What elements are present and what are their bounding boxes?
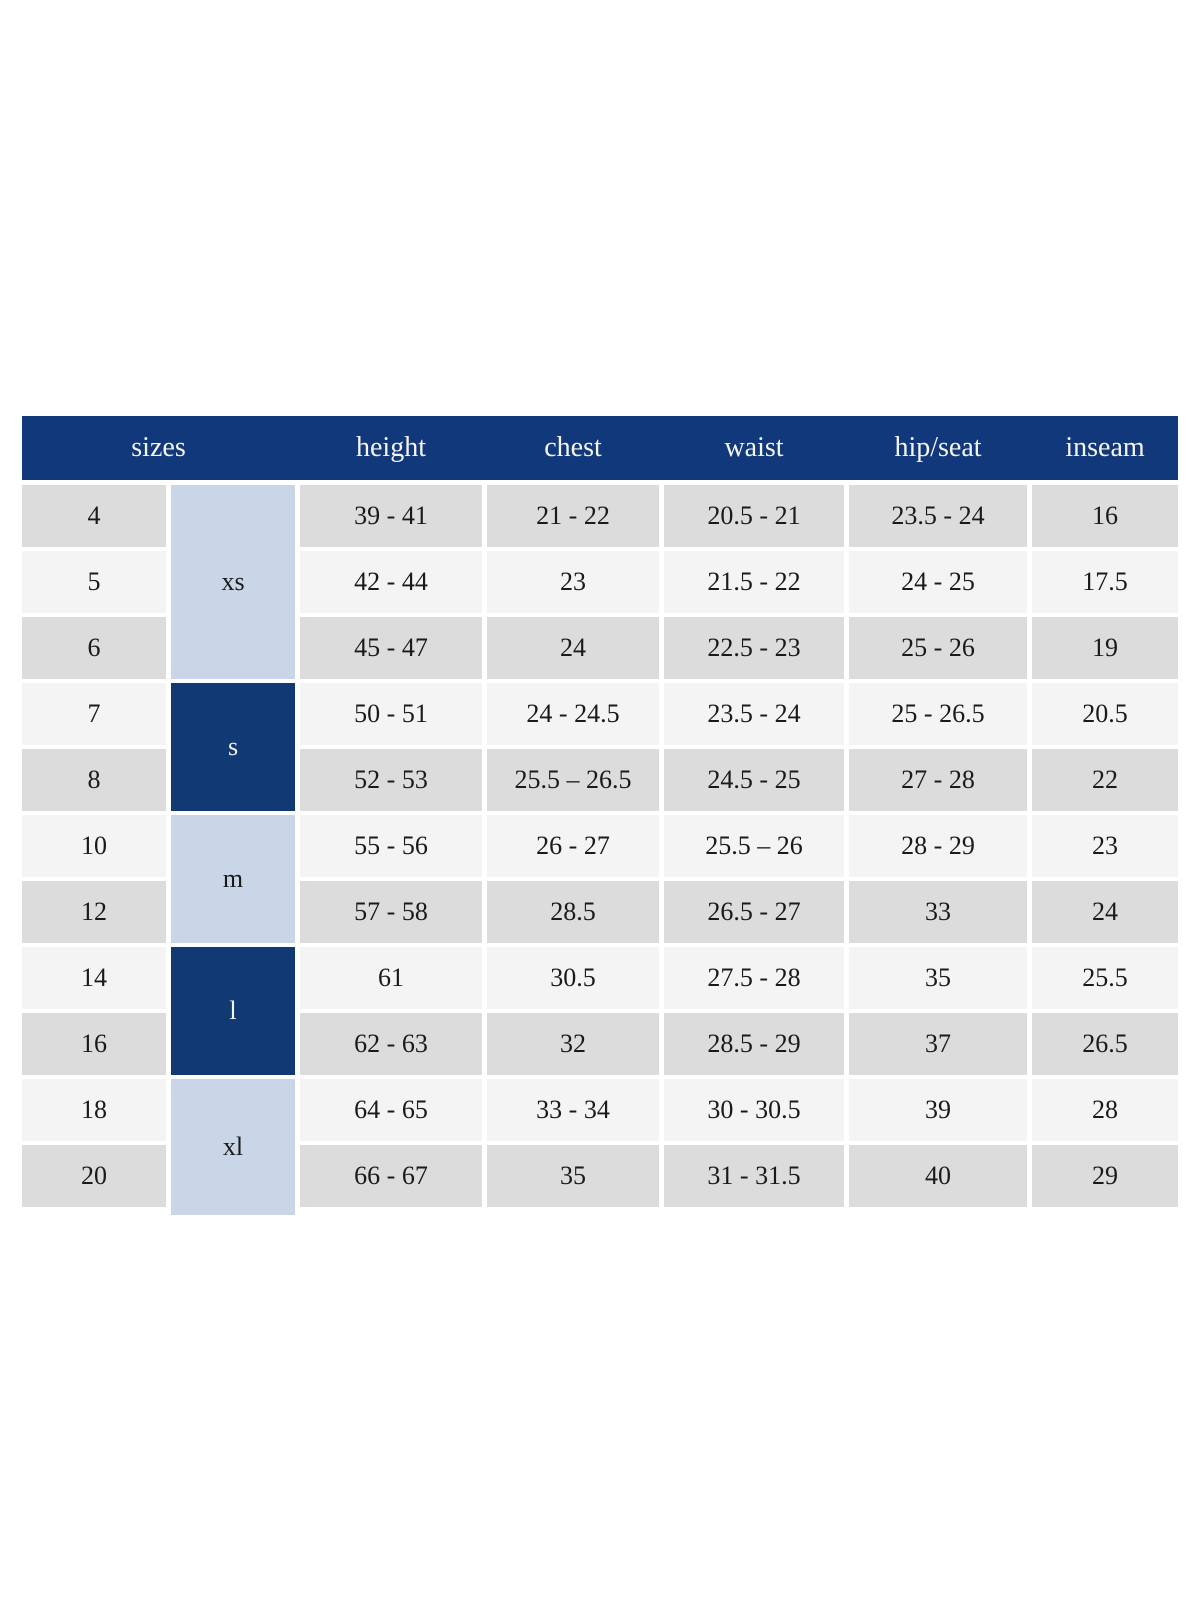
size-number-cell: 5: [22, 551, 166, 613]
size-number-cell: 16: [22, 1013, 166, 1075]
height-cell: 42 - 44: [300, 551, 482, 613]
chest-cell: 25.5 – 26.5: [487, 749, 659, 811]
hip-seat-cell: 28 - 29: [849, 815, 1027, 877]
header-chest: chest: [544, 432, 602, 463]
hip-seat-cell: 23.5 - 24: [849, 485, 1027, 547]
inseam-cell: 24: [1032, 881, 1178, 943]
table-header-row: sizes height chest waist hip/seat inseam: [22, 416, 1178, 480]
size-number-cell: 4: [22, 485, 166, 547]
header-sizes: sizes: [131, 432, 186, 463]
waist-cell: 24.5 - 25: [664, 749, 844, 811]
size-number-cell: 6: [22, 617, 166, 679]
height-cell: 50 - 51: [300, 683, 482, 745]
hip-seat-cell: 37: [849, 1013, 1027, 1075]
size-number-cell: 20: [22, 1145, 166, 1207]
hip-seat-cell: 40: [849, 1145, 1027, 1207]
hip-seat-cell: 39: [849, 1079, 1027, 1141]
waist-cell: 23.5 - 24: [664, 683, 844, 745]
hip-seat-cell: 35: [849, 947, 1027, 1009]
size-group-xs: xs: [171, 485, 295, 679]
inseam-cell: 17.5: [1032, 551, 1178, 613]
size-number-cell: 14: [22, 947, 166, 1009]
waist-cell: 28.5 - 29: [664, 1013, 844, 1075]
inseam-cell: 16: [1032, 485, 1178, 547]
size-number-cell: 7: [22, 683, 166, 745]
height-cell: 64 - 65: [300, 1079, 482, 1141]
inseam-cell: 22: [1032, 749, 1178, 811]
chest-cell: 26 - 27: [487, 815, 659, 877]
chest-cell: 33 - 34: [487, 1079, 659, 1141]
header-height: height: [356, 432, 426, 463]
inseam-cell: 19: [1032, 617, 1178, 679]
size-number-cell: 10: [22, 815, 166, 877]
inseam-cell: 25.5: [1032, 947, 1178, 1009]
height-cell: 62 - 63: [300, 1013, 482, 1075]
size-group-m: m: [171, 815, 295, 943]
chest-cell: 28.5: [487, 881, 659, 943]
waist-cell: 26.5 - 27: [664, 881, 844, 943]
height-cell: 55 - 56: [300, 815, 482, 877]
hip-seat-cell: 25 - 26: [849, 617, 1027, 679]
waist-cell: 31 - 31.5: [664, 1145, 844, 1207]
height-cell: 66 - 67: [300, 1145, 482, 1207]
header-waist: waist: [724, 432, 784, 463]
inseam-cell: 20.5: [1032, 683, 1178, 745]
waist-cell: 22.5 - 23: [664, 617, 844, 679]
height-cell: 57 - 58: [300, 881, 482, 943]
hip-seat-cell: 33: [849, 881, 1027, 943]
chest-cell: 21 - 22: [487, 485, 659, 547]
size-number-cell: 8: [22, 749, 166, 811]
hip-seat-cell: 24 - 25: [849, 551, 1027, 613]
size-group-l: l: [171, 947, 295, 1075]
table-body: xs s m l xl 4 39 - 41 21 - 22 20.5 - 21 …: [22, 485, 1178, 1215]
waist-cell: 30 - 30.5: [664, 1079, 844, 1141]
inseam-cell: 23: [1032, 815, 1178, 877]
height-cell: 39 - 41: [300, 485, 482, 547]
chest-cell: 35: [487, 1145, 659, 1207]
waist-cell: 25.5 – 26: [664, 815, 844, 877]
height-cell: 45 - 47: [300, 617, 482, 679]
height-cell: 61: [300, 947, 482, 1009]
inseam-cell: 29: [1032, 1145, 1178, 1207]
chest-cell: 24 - 24.5: [487, 683, 659, 745]
chest-cell: 23: [487, 551, 659, 613]
waist-cell: 27.5 - 28: [664, 947, 844, 1009]
inseam-cell: 28: [1032, 1079, 1178, 1141]
waist-cell: 21.5 - 22: [664, 551, 844, 613]
chest-cell: 30.5: [487, 947, 659, 1009]
chest-cell: 32: [487, 1013, 659, 1075]
inseam-cell: 26.5: [1032, 1013, 1178, 1075]
size-group-s: s: [171, 683, 295, 811]
waist-cell: 20.5 - 21: [664, 485, 844, 547]
header-inseam: inseam: [1065, 432, 1145, 463]
hip-seat-cell: 25 - 26.5: [849, 683, 1027, 745]
hip-seat-cell: 27 - 28: [849, 749, 1027, 811]
header-hip-seat: hip/seat: [894, 432, 982, 463]
chest-cell: 24: [487, 617, 659, 679]
size-chart-table: sizes height chest waist hip/seat inseam…: [22, 416, 1178, 1215]
size-group-xl: xl: [171, 1079, 295, 1215]
height-cell: 52 - 53: [300, 749, 482, 811]
size-number-cell: 18: [22, 1079, 166, 1141]
size-number-cell: 12: [22, 881, 166, 943]
